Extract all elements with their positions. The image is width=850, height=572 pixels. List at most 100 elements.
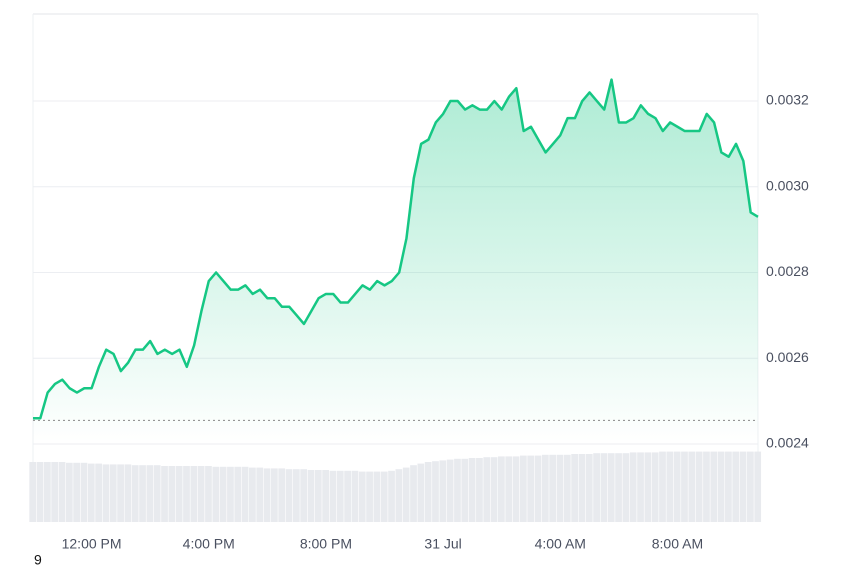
x-tick-label: 8:00 AM <box>652 536 703 552</box>
volume-bar <box>227 466 234 522</box>
volume-bar <box>322 470 330 522</box>
volume-bar <box>336 470 344 522</box>
volume-bar <box>615 453 622 522</box>
volume-bar <box>754 451 762 522</box>
volume-bar <box>439 460 447 522</box>
price-line <box>33 78 759 420</box>
x-tick-label: 31 Jul <box>424 536 461 552</box>
volume-bar <box>688 451 696 522</box>
volume-bar <box>102 464 110 522</box>
volume-bar <box>578 454 586 522</box>
volume-bar <box>43 462 51 522</box>
volume-bar <box>739 451 747 522</box>
volume-bar <box>637 452 644 522</box>
volume-bar <box>563 454 571 522</box>
volume-bar <box>95 463 102 522</box>
volume-bar <box>505 456 513 522</box>
volume-bar <box>241 466 249 522</box>
volume-bar <box>300 469 308 522</box>
volume-bar <box>161 466 168 522</box>
volume-bar <box>388 470 395 522</box>
area <box>33 79 758 442</box>
volume-bar <box>183 466 190 522</box>
volume-bar <box>600 453 608 522</box>
y-tick-label: 0.0024 <box>766 435 809 451</box>
volume-bar <box>36 462 44 522</box>
volume-bar <box>329 470 337 522</box>
volume-bar <box>307 470 315 522</box>
volume-bar <box>344 470 351 522</box>
volume-bar <box>410 465 417 522</box>
volume-bar <box>534 455 542 522</box>
volume-bar <box>249 467 256 522</box>
volume-bar <box>498 456 505 522</box>
volume-bar <box>234 466 242 522</box>
volume-bar <box>205 466 212 522</box>
volume-bar <box>659 451 666 522</box>
volume-bar <box>278 468 286 522</box>
volume-bar <box>87 463 95 522</box>
volume-bar <box>402 467 410 522</box>
volume-bar <box>476 458 483 522</box>
volume-bar <box>271 468 278 522</box>
volume-bar <box>29 462 37 522</box>
volume-bar <box>695 451 703 522</box>
volume-bar <box>527 455 535 522</box>
volume-bar <box>461 458 469 522</box>
volume-bar <box>607 453 615 522</box>
volume-bar <box>146 465 154 522</box>
y-tick-label: 0.0026 <box>766 349 809 365</box>
volume-bar <box>380 471 388 522</box>
volume-bar <box>732 451 740 522</box>
volume-bar <box>256 467 264 522</box>
volume-bar <box>212 466 220 522</box>
volume-bar <box>73 462 81 522</box>
volume-bar <box>747 451 754 522</box>
volume-bar <box>519 455 527 522</box>
volume-bar <box>673 451 681 522</box>
footnote: 9 <box>34 552 42 567</box>
volume-bar <box>197 466 205 522</box>
volume-bar <box>512 456 520 522</box>
volume-bar <box>681 451 688 522</box>
volume-bar <box>373 471 381 522</box>
volume-bar <box>366 471 373 522</box>
volume-bar <box>629 452 637 522</box>
volume-bar <box>556 454 564 522</box>
volume-bar <box>666 451 674 522</box>
volume-bar <box>292 469 300 522</box>
volume-bar <box>51 462 59 522</box>
volume-bar <box>593 453 600 522</box>
volume-bar <box>717 451 725 522</box>
volume-bar <box>131 465 139 522</box>
volume-bar <box>190 466 198 522</box>
volume-bar <box>314 470 322 522</box>
volume-bar <box>285 469 293 522</box>
volume-bar <box>622 453 630 522</box>
volume-bar <box>117 464 124 522</box>
y-tick-label: 0.0030 <box>766 177 809 193</box>
y-tick-label: 0.0032 <box>766 92 809 108</box>
volume-bar <box>549 454 557 522</box>
volume-bar <box>80 462 88 522</box>
volume-bar <box>358 471 366 522</box>
volume-bar <box>483 457 491 522</box>
volume-bar <box>58 462 66 522</box>
volume-bar <box>725 451 732 522</box>
x-tick-label: 12:00 PM <box>62 536 122 552</box>
volume-bar <box>351 470 359 522</box>
volume-bar <box>175 466 183 522</box>
volume-bar <box>571 454 578 522</box>
volume-bar <box>395 469 403 522</box>
volume-bar <box>424 462 432 522</box>
volume-bar <box>417 463 425 522</box>
volume-bar <box>139 465 146 522</box>
volume-bar <box>168 466 176 522</box>
volume-bar <box>454 458 461 522</box>
volume-bar <box>710 451 718 522</box>
volume-bar <box>109 464 117 522</box>
volume-bar <box>468 458 476 522</box>
volume-bar <box>65 462 73 522</box>
volume-bar <box>644 452 652 522</box>
